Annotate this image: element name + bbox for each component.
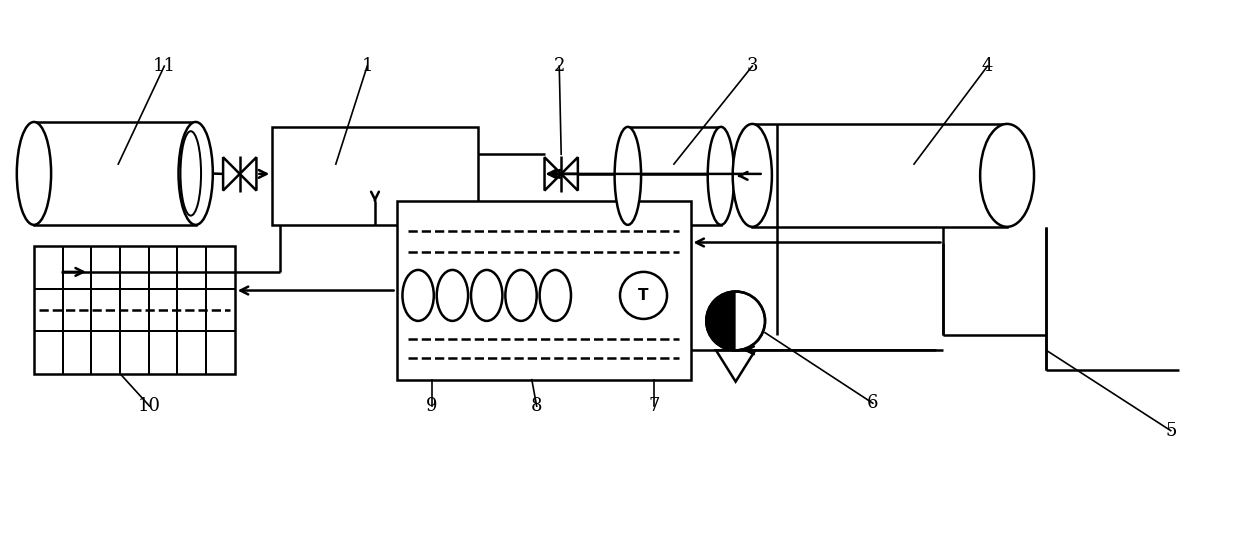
Bar (627, 127, 720, 225)
Text: 2: 2 (553, 57, 565, 75)
Ellipse shape (980, 124, 1034, 227)
Polygon shape (223, 157, 239, 191)
Ellipse shape (733, 124, 771, 227)
Text: T: T (639, 288, 649, 303)
Bar (272, 127, 477, 225)
Text: 8: 8 (531, 397, 542, 415)
Polygon shape (562, 157, 578, 191)
Text: 1: 1 (361, 57, 373, 75)
Bar (753, 124, 1007, 227)
Ellipse shape (179, 122, 213, 225)
Ellipse shape (403, 270, 434, 321)
Ellipse shape (615, 127, 641, 225)
Ellipse shape (539, 270, 570, 321)
Polygon shape (239, 157, 257, 191)
Bar (397, 201, 691, 380)
Text: 7: 7 (649, 397, 660, 415)
Text: 9: 9 (427, 397, 438, 415)
Text: 10: 10 (138, 397, 161, 415)
Ellipse shape (17, 122, 51, 225)
Polygon shape (544, 157, 562, 191)
Circle shape (707, 292, 765, 350)
Ellipse shape (471, 270, 502, 321)
Text: 5: 5 (1166, 422, 1177, 439)
Bar (33, 122, 196, 225)
Wedge shape (707, 292, 735, 350)
Text: 4: 4 (982, 57, 993, 75)
Bar (33, 246, 234, 374)
Ellipse shape (181, 131, 201, 216)
Ellipse shape (436, 270, 467, 321)
Ellipse shape (506, 270, 537, 321)
Text: 11: 11 (153, 57, 176, 75)
Text: 6: 6 (867, 394, 879, 412)
Circle shape (620, 272, 667, 319)
Ellipse shape (708, 127, 734, 225)
Text: 3: 3 (746, 57, 758, 75)
